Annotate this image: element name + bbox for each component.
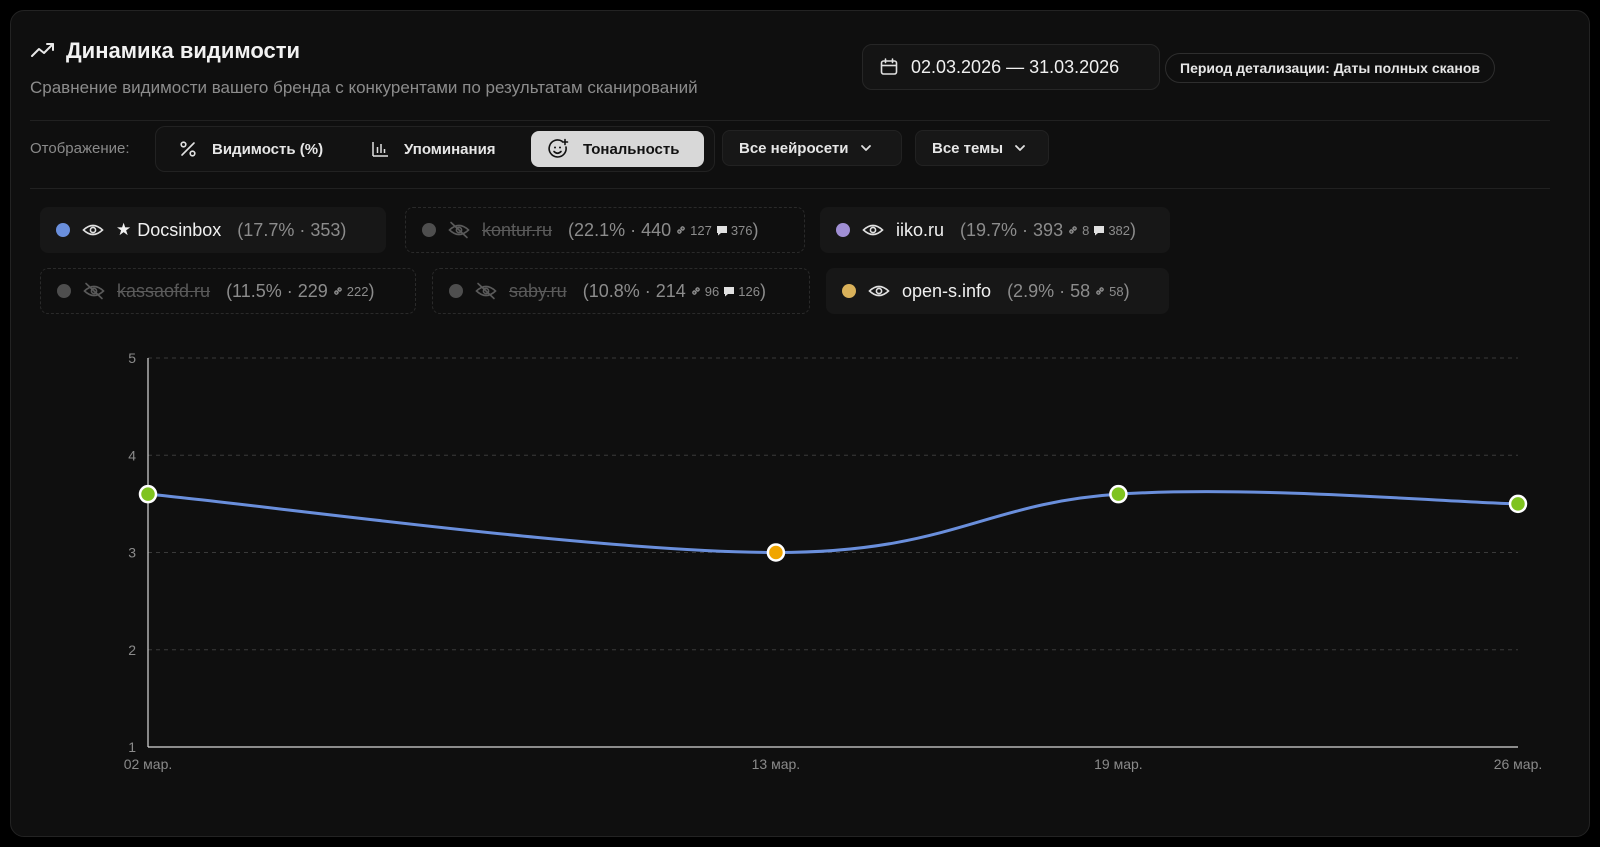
legend-item-comments: 382 [1108,222,1131,238]
link-icon [691,287,700,295]
mode-sentiment-label: Тональность [583,140,680,158]
legend-item-stats: (10.8% · 214 96 126 ) [583,281,766,302]
legend-item-comments: 376 [730,222,753,238]
topics-dropdown[interactable]: Все темы [915,130,1049,166]
legend-item-links: 96 [704,283,720,299]
data-point [138,484,158,504]
series-color-dot [842,284,856,298]
legend-item-stats: (2.9% · 58 58 ) [1007,281,1130,302]
legend-item-close-paren: ) [759,280,766,301]
mode-visibility-button[interactable]: Видимость (%) [162,131,342,167]
eye-icon[interactable] [82,222,104,238]
y-tick-label: 1 [128,739,136,755]
x-tick-label: 13 мар. [752,756,801,772]
comment-icon [716,226,727,236]
page-subtitle: Сравнение видимости вашего бренда с конк… [30,78,698,97]
date-range-label: 02.03.2026 — 31.03.2026 [911,56,1120,77]
link-icon [1069,226,1077,234]
legend-item-links: 8 [1082,222,1090,238]
legend-item-close-paren: ) [1123,280,1130,301]
legend-item-name: iiko.ru [896,219,945,240]
legend-item-stats: (17.7% · 353) [237,219,347,240]
legend-item-links: 58 [1109,283,1124,299]
legend-item-share: (22.1% · 440 [568,219,672,240]
y-tick-label: 4 [128,447,136,463]
eye-icon[interactable] [868,283,890,299]
period-badge[interactable]: Период детализации: Даты полных сканов [1165,53,1496,83]
legend-item-name: Docsinbox [137,219,222,240]
comment-icon [724,287,735,297]
legend-item-share: (19.7% · 393 [960,219,1064,240]
legend-item-saby[interactable]: saby.ru (10.8% · 214 96 126 ) [432,268,810,314]
display-mode-switch: Видимость (%) Упоминания Тональность [155,126,715,172]
legend-item-name: kontur.ru [482,219,553,240]
x-tick-label: 02 мар. [124,756,173,772]
y-tick-label: 5 [128,350,136,366]
divider [30,120,1550,121]
mode-sentiment-button[interactable]: Тональность [531,131,704,167]
legend-item-close-paren: ) [752,219,759,240]
series-color-dot [449,284,463,298]
series-color-dot [422,223,436,237]
percent-icon [180,141,196,157]
legend-item-share: (11.5% · 229 [226,280,328,301]
legend-item-close-paren: ) [1130,219,1137,240]
legend-item-stats: (11.5% · 229 222 ) [226,281,374,302]
display-label: Отображение: [30,140,130,157]
legend-item-iiko[interactable]: iiko.ru (19.7% · 393 8 382 ) [820,207,1170,253]
legend-item-open-s[interactable]: open-s.info (2.9% · 58 58 ) [826,268,1169,314]
mode-visibility-label: Видимость (%) [212,140,324,158]
series-color-dot [836,223,850,237]
y-tick-label: 2 [128,642,136,658]
networks-dropdown-label: Все нейросети [739,139,849,157]
legend-item-close-paren: ) [368,280,375,301]
trending-up-icon [31,43,54,57]
calendar-icon [880,58,898,75]
star-icon: ★ [116,220,132,239]
legend-item-kontur[interactable]: kontur.ru (22.1% · 440 127 376 ) [405,207,805,253]
networks-dropdown[interactable]: Все нейросети [722,130,902,166]
link-icon [677,226,686,234]
y-tick-label: 3 [128,545,136,561]
comment-icon [1094,226,1105,236]
legend-item-name: kassaofd.ru [117,280,211,301]
data-point [1508,494,1528,514]
eye-off-icon[interactable] [83,282,105,300]
eye-off-icon[interactable] [448,221,470,239]
smile-icon [548,138,569,158]
series-color-dot [57,284,71,298]
eye-off-icon[interactable] [475,282,497,300]
bar-chart-icon [372,142,388,157]
x-tick-label: 26 мар. [1494,756,1543,772]
legend-item-docsinbox[interactable]: ★ Docsinbox (17.7% · 353) [40,207,386,253]
legend-item-name: open-s.info [902,280,992,301]
legend-item-share: (10.8% · 214 [582,280,686,301]
chevron-down-icon [860,145,871,151]
link-icon [333,287,342,295]
legend-item-stats: (19.7% · 393 8 382 ) [960,220,1136,241]
legend-item-links: 127 [690,222,712,238]
mode-mentions-button[interactable]: Упоминания [354,131,524,167]
divider [30,188,1550,189]
chevron-down-icon [1015,145,1025,151]
page-title: Динамика видимости [66,38,301,63]
date-range-picker[interactable]: 02.03.2026 — 31.03.2026 [862,44,1160,90]
series-line [146,490,1520,555]
topics-dropdown-label: Все темы [932,139,1004,157]
eye-icon[interactable] [862,222,884,238]
legend-item-stats: (22.1% · 440 127 376 ) [568,220,758,241]
data-point [766,543,786,562]
legend-item-share: (2.9% · 58 [1007,280,1091,301]
series-color-dot [56,223,70,237]
legend-item-name: saby.ru [509,280,567,301]
x-tick-label: 19 мар. [1094,756,1143,772]
data-point [1109,484,1128,504]
legend-item-comments: 126 [738,283,760,299]
mode-mentions-label: Упоминания [404,140,496,158]
link-icon [1096,287,1105,295]
legend-item-links: 222 [346,283,369,299]
legend-item-kassaofd[interactable]: kassaofd.ru (11.5% · 229 222 ) [40,268,416,314]
